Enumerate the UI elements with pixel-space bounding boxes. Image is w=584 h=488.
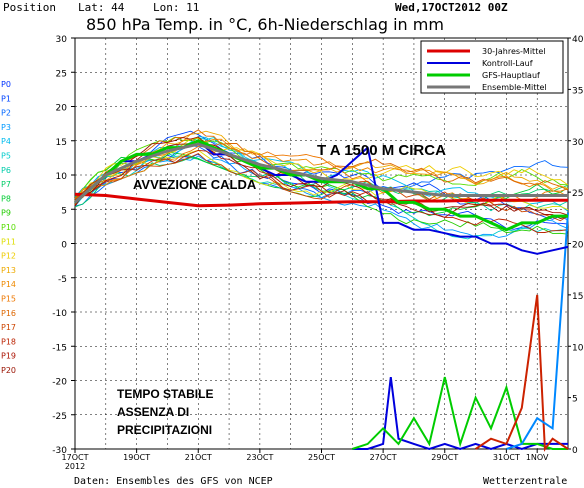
grid-lines: [75, 38, 568, 449]
x-tick-label: 19OCT: [123, 453, 150, 462]
y-left-tick-label: -25: [52, 412, 67, 422]
header-lat: Lat: 44: [78, 1, 125, 14]
member-label-P10: P10: [1, 223, 16, 232]
member-label-P4: P4: [1, 137, 11, 146]
member-label-P12: P12: [1, 252, 16, 261]
x-tick-label: 31OCT: [493, 453, 520, 462]
precip-series: [351, 212, 569, 452]
main-series: [74, 139, 569, 255]
footer-source: Daten: Ensembles des GFS von NCEP: [74, 476, 273, 487]
legend-label: Kontroll-Lauf: [482, 59, 533, 68]
precip-line-0: [352, 376, 568, 451]
y-right-tick-label: 5: [572, 395, 578, 405]
x-tick-label: 27OCT: [370, 453, 397, 462]
legend-label: GFS-Hauptlauf: [482, 71, 540, 80]
legend-label: Ensemble-Mittel: [482, 83, 547, 92]
header-position: Position: [3, 1, 56, 14]
series-line-gfs-hauptlauf: [74, 139, 568, 232]
header-date: Wed,17OCT2012 00Z: [395, 1, 508, 14]
y-right-tick-label: 30: [572, 138, 584, 148]
y-left-tick-label: -20: [52, 378, 67, 388]
member-label-P9: P9: [1, 209, 11, 218]
y-right-tick-label: 0: [572, 446, 578, 456]
ensemble-line-P12: [74, 137, 569, 202]
member-label-P17: P17: [1, 323, 16, 332]
precip-line-2: [475, 294, 569, 452]
y-right-tick-label: 40: [572, 35, 584, 45]
member-label-P5: P5: [1, 152, 11, 161]
ensemble-line-P20: [74, 136, 569, 219]
ensemble-line-P16: [74, 129, 569, 200]
member-label-P11: P11: [1, 237, 16, 246]
member-label-P6: P6: [1, 166, 11, 175]
left-axis: 30 25 20 15 10 5 0 -5 -10 -15 -20 -25 -30: [52, 35, 75, 456]
member-label-P16: P16: [1, 309, 16, 318]
y-left-tick-label: 30: [56, 35, 68, 45]
legend-label: 30-Jahres-Mittel: [482, 47, 545, 56]
y-left-tick-label: 5: [61, 206, 67, 216]
y-left-tick-label: 25: [56, 69, 67, 79]
member-label-P8: P8: [1, 194, 11, 203]
member-label-P14: P14: [1, 280, 16, 289]
annotation-t1500: T A 1500 M CIRCA: [317, 142, 446, 159]
x-tick-label: 29OCT: [431, 453, 458, 462]
y-left-tick-label: 15: [56, 138, 67, 148]
y-left-tick-label: -10: [52, 309, 67, 319]
precip-line-3: [506, 212, 569, 450]
x-tick-label: 1NOV: [526, 453, 549, 462]
y-left-tick-label: -30: [52, 446, 67, 456]
y-left-tick-label: -15: [52, 343, 67, 353]
y-right-tick-label: 15: [572, 292, 583, 302]
member-label-P0: P0: [1, 80, 11, 89]
y-left-tick-label: 20: [56, 104, 68, 114]
y-left-tick-label: -5: [58, 275, 67, 285]
member-label-P13: P13: [1, 266, 16, 275]
annotation-avvezione: AVVEZIONE CALDA: [133, 177, 257, 192]
y-left-tick-label: 10: [56, 172, 68, 182]
member-label-P1: P1: [1, 94, 11, 103]
x-tick-label: 25OCT: [308, 453, 335, 462]
footer-brand: Wetterzentrale: [483, 476, 567, 487]
member-label-P15: P15: [1, 295, 16, 304]
legend: 30-Jahres-Mittel Kontroll-Lauf GFS-Hauptla…: [420, 40, 564, 94]
annotation-tempo-3: PRECIPITAZIONI: [117, 423, 212, 437]
precip-line-1: [351, 376, 568, 450]
x-axis: 17OCT2012 19OCT 21OCT 23OCT 25OCT 27OCT 29OCT 3…: [62, 449, 549, 471]
x-tick-label: 23OCT: [246, 453, 273, 462]
y-right-tick-label: 20: [572, 241, 584, 251]
y-right-tick-label: 25: [572, 189, 583, 199]
y-right-tick-label: 10: [572, 343, 584, 353]
header-lon: Lon: 11: [153, 1, 199, 14]
member-label-P18: P18: [1, 337, 16, 346]
annotation-tempo-1: TEMPO STABILE: [117, 387, 213, 401]
member-labels: P0 P1 P2 P3 P4 P5 P6 P7 P8 P9 P10 P11 P12 P13 P14 P15 P1…: [1, 80, 16, 375]
member-label-P2: P2: [1, 109, 11, 118]
series-line-ensemble-mittel: [74, 142, 568, 204]
member-label-P7: P7: [1, 180, 11, 189]
y-right-tick-label: 35: [572, 86, 583, 96]
member-label-P3: P3: [1, 123, 11, 132]
annotation-tempo-2: ASSENZA DI: [117, 405, 189, 419]
chart-title: 850 hPa Temp. in °C, 6h-Niederschlag in …: [86, 15, 444, 34]
x-tick-label: 2012: [65, 462, 85, 471]
x-tick-label: 17OCT: [62, 453, 89, 462]
right-axis: 40 35 30 25 20 15 10 5 0: [568, 35, 584, 456]
ensemble-line-P13: [74, 130, 569, 205]
x-tick-label: 21OCT: [185, 453, 212, 462]
member-label-P20: P20: [1, 366, 16, 375]
series-line-30-jahres-mittel: [74, 192, 568, 208]
member-label-P19: P19: [1, 352, 16, 361]
y-left-tick-label: 0: [61, 241, 67, 251]
